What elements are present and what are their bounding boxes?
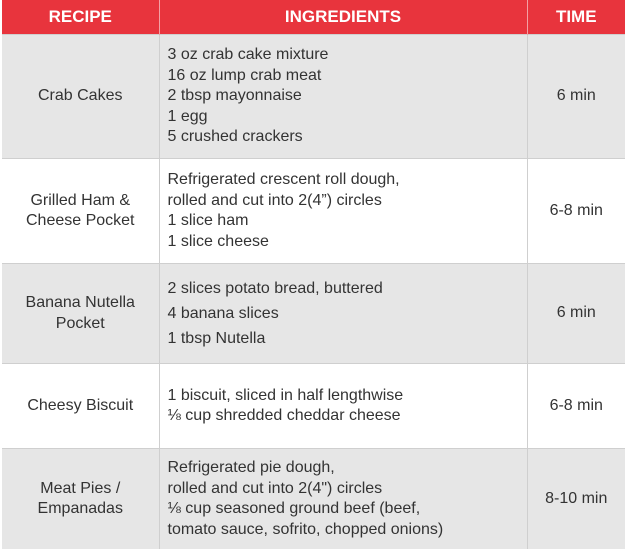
ingredient-line: 2 tbsp mayonnaise bbox=[167, 87, 302, 105]
ingredient-line: 3 oz crab cake mixture bbox=[167, 46, 329, 64]
recipe-cell: Grilled Ham & Cheese Pocket bbox=[2, 158, 160, 264]
ingredient-line: rolled and cut into 2(4") circles bbox=[167, 479, 383, 497]
ingredient-line: ⅛ cup shredded cheddar cheese bbox=[167, 407, 401, 424]
header-row: RECIPE INGREDIENTS TIME bbox=[2, 0, 625, 35]
time-cell: 6-8 min bbox=[527, 363, 625, 449]
ingredient-line: 1 biscuit, sliced in half lengthwise bbox=[167, 386, 404, 404]
ingredient-line: 5 crushed crackers bbox=[167, 128, 303, 146]
ingredient-line: rolled and cut into 2(4”) circles bbox=[167, 191, 382, 209]
recipe-cell: Cheesy Biscuit bbox=[2, 363, 160, 449]
recipe-cell: Banana Nutella Pocket bbox=[2, 263, 160, 364]
ingredient-line: Refrigerated pie dough, bbox=[167, 459, 335, 476]
ingredient-line: 4 banana slices bbox=[167, 305, 279, 322]
table-row: Banana Nutella Pocket 2 slices potato bre… bbox=[2, 263, 625, 364]
table-row: Meat Pies / Empanadas Refrigerated pie do… bbox=[2, 448, 625, 549]
time-cell: 6 min bbox=[527, 263, 625, 364]
ingredients-cell: 3 oz crab cake mixture 16 oz lump crab me… bbox=[159, 34, 528, 159]
ingredients-cell: Refrigerated pie dough, rolled and cut in… bbox=[159, 448, 528, 549]
ingredient-line: 1 egg bbox=[167, 107, 208, 125]
header-cell: TIME bbox=[527, 0, 625, 35]
ingredient-line: Refrigerated crescent roll dough, bbox=[167, 171, 400, 188]
recipe-table: RECIPE INGREDIENTS TIME Crab Cakes 3 oz c… bbox=[2, 0, 625, 549]
ingredient-line: 1 slice ham bbox=[167, 212, 249, 229]
recipe-cell: Crab Cakes bbox=[2, 34, 160, 159]
ingredients-cell: Refrigerated crescent roll dough, rolled … bbox=[159, 158, 528, 264]
ingredient-line: 2 slices potato bread, buttered bbox=[167, 280, 383, 297]
recipe-cell: Meat Pies / Empanadas bbox=[2, 448, 160, 549]
ingredient-line: 1 tbsp Nutella bbox=[167, 330, 266, 347]
table-row: Grilled Ham & Cheese Pocket Refrigerated … bbox=[2, 158, 625, 264]
ingredient-line: 1 slice cheese bbox=[167, 232, 269, 250]
table-row: Crab Cakes 3 oz crab cake mixture 16 oz lu… bbox=[2, 34, 625, 159]
time-cell: 8-10 min bbox=[527, 448, 625, 549]
time-cell: 6-8 min bbox=[527, 158, 625, 264]
time-cell: 6 min bbox=[527, 34, 625, 159]
header-cell: INGREDIENTS bbox=[159, 0, 528, 35]
ingredient-line: ⅛ cup seasoned ground beef (beef, bbox=[167, 500, 421, 517]
ingredient-line: tomato sauce, sofrito, chopped onions) bbox=[167, 520, 444, 538]
table-row: Cheesy Biscuit 1 biscuit, sliced in half … bbox=[2, 363, 625, 449]
ingredients-cell: 1 biscuit, sliced in half lengthwise ⅛ cu… bbox=[159, 363, 528, 449]
table-body: Crab Cakes 3 oz crab cake mixture 16 oz lu… bbox=[2, 34, 625, 549]
header-cell: RECIPE bbox=[2, 0, 160, 35]
ingredients-cell: 2 slices potato bread, buttered 4 banana … bbox=[159, 263, 528, 364]
ingredient-line: 16 oz lump crab meat bbox=[167, 66, 322, 84]
